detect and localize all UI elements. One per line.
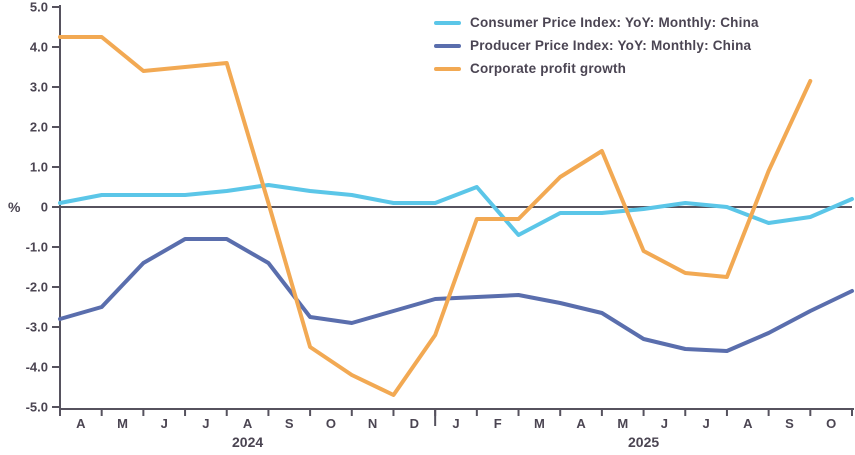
y-tick-label: 0 xyxy=(41,200,48,215)
x-month-label: A xyxy=(576,416,586,431)
chart-legend: Consumer Price Index: YoY: Monthly: Chin… xyxy=(434,15,759,76)
y-tick-label: 1.0 xyxy=(30,160,48,175)
x-month-label: S xyxy=(285,416,294,431)
x-month-label: J xyxy=(452,416,459,431)
legend-label-cpi: Consumer Price Index: YoY: Monthly: Chin… xyxy=(470,15,759,30)
x-month-label: J xyxy=(161,416,168,431)
y-tick-label: -1.0 xyxy=(26,240,48,255)
x-year-label: 2025 xyxy=(628,434,659,450)
y-tick-label: 5.0 xyxy=(30,0,48,15)
y-tick-label: -4.0 xyxy=(26,360,48,375)
x-month-label: A xyxy=(743,416,753,431)
y-tick-label: 4.0 xyxy=(30,40,48,55)
legend-label-ppi: Producer Price Index: YoY: Monthly: Chin… xyxy=(470,38,752,53)
x-month-label: A xyxy=(76,416,86,431)
x-month-label: N xyxy=(368,416,377,431)
x-month-label: J xyxy=(702,416,709,431)
legend-item-cpi[interactable]: Consumer Price Index: YoY: Monthly: Chin… xyxy=(434,15,759,30)
x-month-label: S xyxy=(785,416,794,431)
x-month-label: J xyxy=(202,416,209,431)
series-line-0 xyxy=(58,183,854,237)
x-month-label: M xyxy=(534,416,545,431)
legend-item-profit[interactable]: Corporate profit growth xyxy=(434,61,759,76)
y-tick-label: -3.0 xyxy=(26,320,48,335)
legend-item-ppi[interactable]: Producer Price Index: YoY: Monthly: Chin… xyxy=(434,38,759,53)
legend-swatch-ppi xyxy=(434,43,461,48)
x-month-label: J xyxy=(661,416,668,431)
x-month-label: M xyxy=(117,416,128,431)
x-month-label: M xyxy=(617,416,628,431)
x-month-label: D xyxy=(410,416,419,431)
x-year-label: 2024 xyxy=(232,434,263,450)
x-month-label: O xyxy=(826,416,836,431)
x-month-label: A xyxy=(243,416,253,431)
y-tick-label: 3.0 xyxy=(30,80,48,95)
y-tick-label: -5.0 xyxy=(26,400,48,415)
y-tick-label: 2.0 xyxy=(30,120,48,135)
series-line-2 xyxy=(58,35,813,397)
series-line-1 xyxy=(58,237,854,353)
legend-swatch-cpi xyxy=(434,20,461,25)
x-month-label: O xyxy=(326,416,336,431)
x-month-label: F xyxy=(494,416,502,431)
y-tick-label: -2.0 xyxy=(26,280,48,295)
legend-swatch-profit xyxy=(434,66,461,71)
legend-label-profit: Corporate profit growth xyxy=(470,61,627,76)
y-axis-unit-label: % xyxy=(8,199,21,215)
